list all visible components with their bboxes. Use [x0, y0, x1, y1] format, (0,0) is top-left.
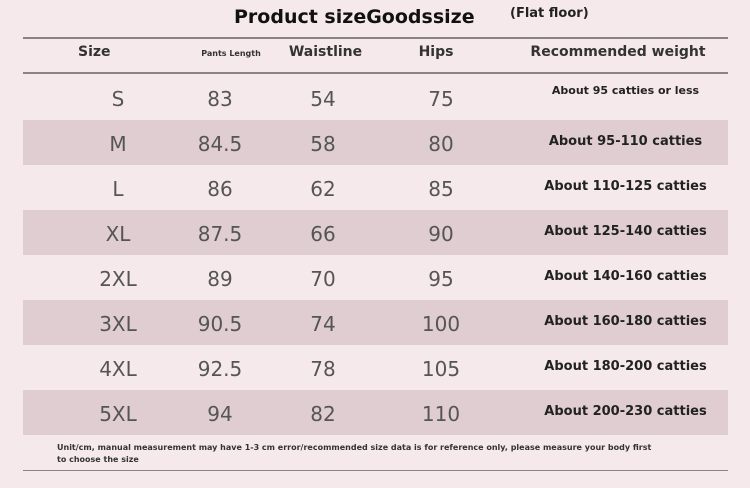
cell-weight: About 160-180 catties	[544, 314, 707, 329]
cell-waistline: 74	[310, 312, 336, 336]
header-size: Size	[78, 44, 111, 60]
header-hips: Hips	[418, 44, 454, 60]
size-table-body: S 83 54 75 About 95 catties or less M 84…	[23, 75, 728, 435]
cell-weight: About 125-140 catties	[544, 224, 707, 239]
cell-pants-length: 92.5	[197, 357, 243, 381]
header-divider	[23, 72, 728, 74]
header-recommended-weight: Recommended weight	[530, 44, 706, 60]
header-pants-length: Pants Length	[201, 49, 261, 58]
page-title: Product sizeGoodssize	[234, 6, 475, 28]
title-bar: Product sizeGoodssize (Flat floor)	[0, 4, 750, 28]
cell-size: 5XL	[99, 402, 137, 426]
cell-pants-length: 90.5	[197, 312, 243, 336]
cell-hips: 100	[421, 312, 461, 336]
cell-waistline: 70	[310, 267, 336, 291]
cell-hips: 110	[421, 402, 461, 426]
cell-waistline: 58	[310, 132, 336, 156]
cell-pants-length: 84.5	[197, 132, 243, 156]
cell-pants-length: 89	[207, 267, 233, 291]
table-row: 3XL 90.5 74 100 About 160-180 catties	[23, 300, 728, 345]
cell-hips: 80	[428, 132, 454, 156]
cell-hips: 90	[428, 222, 454, 246]
bottom-divider	[23, 470, 728, 471]
top-divider	[23, 37, 728, 39]
cell-size: XL	[105, 222, 131, 246]
title-note: (Flat floor)	[510, 6, 589, 21]
cell-size: 3XL	[99, 312, 137, 336]
cell-size: 2XL	[99, 267, 137, 291]
cell-weight: About 140-160 catties	[544, 269, 707, 284]
cell-hips: 95	[428, 267, 454, 291]
cell-size: L	[112, 177, 124, 201]
cell-weight: About 180-200 catties	[544, 359, 707, 374]
cell-hips: 105	[421, 357, 461, 381]
cell-weight: About 95-110 catties	[548, 134, 703, 149]
cell-size: M	[109, 132, 127, 156]
cell-size: 4XL	[99, 357, 137, 381]
cell-hips: 85	[428, 177, 454, 201]
cell-weight: About 200-230 catties	[544, 404, 707, 419]
cell-waistline: 78	[310, 357, 336, 381]
cell-pants-length: 87.5	[197, 222, 243, 246]
table-row: XL 87.5 66 90 About 125-140 catties	[23, 210, 728, 255]
table-row: 4XL 92.5 78 105 About 180-200 catties	[23, 345, 728, 390]
table-row: M 84.5 58 80 About 95-110 catties	[23, 120, 728, 165]
header-waistline: Waistline	[288, 44, 363, 60]
cell-weight: About 110-125 catties	[544, 179, 707, 194]
cell-pants-length: 94	[207, 402, 233, 426]
cell-size: S	[111, 87, 125, 111]
table-row: 5XL 94 82 110 About 200-230 catties	[23, 390, 728, 435]
cell-waistline: 82	[310, 402, 336, 426]
cell-weight: About 95 catties or less	[551, 84, 700, 97]
table-row: L 86 62 85 About 110-125 catties	[23, 165, 728, 210]
cell-pants-length: 83	[207, 87, 233, 111]
cell-waistline: 62	[310, 177, 336, 201]
table-row: S 83 54 75 About 95 catties or less	[23, 75, 728, 120]
cell-hips: 75	[428, 87, 454, 111]
table-header: Size Pants Length Waistline Hips Recomme…	[23, 38, 728, 72]
cell-waistline: 66	[310, 222, 336, 246]
cell-waistline: 54	[310, 87, 336, 111]
measurement-note: Unit/cm, manual measurement may have 1-3…	[57, 443, 652, 464]
cell-pants-length: 86	[207, 177, 233, 201]
table-row: 2XL 89 70 95 About 140-160 catties	[23, 255, 728, 300]
